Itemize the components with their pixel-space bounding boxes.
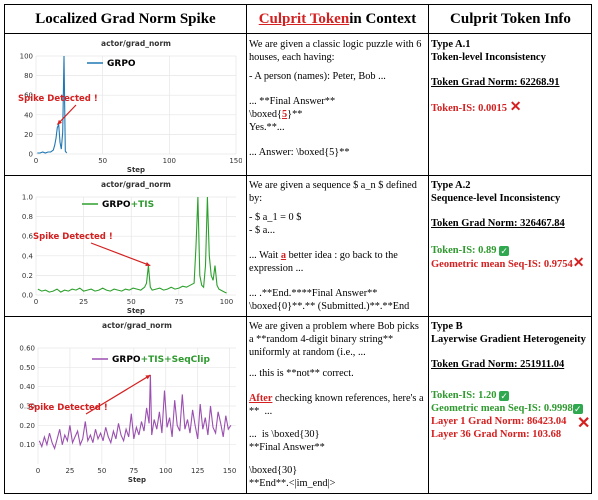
header-divider — [4, 33, 592, 34]
header-col3: Culprit Token Info — [450, 10, 571, 27]
header-culprit-token: Culprit Token — [258, 10, 350, 27]
y-tick-label: 0.50 — [19, 364, 35, 372]
y-tick-label: 0.40 — [19, 383, 35, 391]
context-row2: We are given a sequence $ a_n $ defined … — [249, 180, 420, 312]
info-row1: Type A.1 Token-level Inconsistency Token… — [431, 39, 560, 115]
culprit-token: a — [280, 250, 287, 261]
y-tick-label: 100 — [20, 53, 33, 61]
header-col2: Culprit Token in Context — [258, 10, 417, 27]
x-tick-label: 100 — [159, 467, 172, 475]
annotation-arrowhead — [145, 375, 151, 380]
x-tick-label: 150 — [223, 467, 236, 475]
chart-title: actor/grad_norm — [101, 180, 171, 189]
x-tick-label: 25 — [65, 467, 74, 475]
annotation-arrow — [90, 242, 151, 267]
y-tick-label: 80 — [24, 72, 33, 80]
y-tick-label: 0.60 — [19, 345, 35, 353]
x-axis-label: Step — [127, 307, 145, 315]
x-tick-label: 75 — [129, 467, 138, 475]
series-line — [37, 55, 68, 154]
x-tick-label: 75 — [174, 298, 183, 306]
chart-title: actor/grad_norm — [102, 321, 172, 330]
x-tick-label: 100 — [220, 298, 233, 306]
header-col1: Localized Grad Norm Spike — [35, 10, 216, 27]
col-divider-1 — [246, 4, 247, 494]
series-line — [37, 196, 227, 294]
check-icon: ✓ — [499, 246, 510, 256]
chart-grpo-tis: actor/grad_norm 0.0 0.2 0.4 0.6 0.8 1.0 0 25 50 75… — [22, 180, 236, 315]
x-tick-label: 25 — [79, 298, 88, 306]
y-tick-label: 0.6 — [22, 233, 34, 241]
table-border-top — [4, 4, 592, 5]
cross-icon: ✕ — [572, 256, 585, 271]
context-row3: We are given a problem where Bob picks a… — [249, 321, 424, 489]
chart-title: actor/grad_norm — [101, 39, 171, 48]
x-tick-label: 125 — [191, 467, 204, 475]
annotation-arrow — [56, 104, 77, 126]
y-tick-label: 20 — [24, 131, 33, 139]
spike-annotation: Spike Detected ! — [18, 94, 98, 104]
x-axis-label: Step — [127, 166, 145, 174]
y-tick-label: 0.0 — [22, 292, 33, 300]
y-tick-label: 1.0 — [22, 194, 33, 202]
x-tick-label: 50 — [98, 157, 107, 165]
table-border-right — [591, 4, 592, 494]
cross-icon: ✕ — [509, 100, 522, 115]
x-axis-label: Step — [128, 476, 146, 484]
x-tick-label: 0 — [34, 298, 38, 306]
series-line — [38, 375, 232, 451]
legend-label: GRPO+TIS+SeqClip — [112, 355, 210, 365]
y-tick-label: 0.8 — [22, 213, 33, 221]
chart-grpo: actor/grad_norm 0 20 40 60 80 100 0 50 100 150 Step… — [18, 39, 242, 174]
x-tick-label: 100 — [163, 157, 176, 165]
context-row1: We are given a classic logic puzzle with… — [249, 39, 425, 158]
spike-annotation: Spike Detected ! — [28, 403, 108, 413]
x-tick-label: 50 — [127, 298, 136, 306]
results-table — [4, 4, 592, 494]
y-tick-label: 0.20 — [19, 422, 35, 430]
check-icon: ✓ — [572, 404, 583, 414]
row-divider-1 — [4, 175, 592, 176]
annotation-arrow — [85, 374, 151, 415]
y-tick-label: 40 — [24, 111, 33, 119]
x-tick-label: 0 — [36, 467, 40, 475]
row-divider-2 — [4, 316, 592, 317]
legend-label: GRPO — [107, 59, 136, 69]
annotation-arrowhead — [57, 119, 63, 125]
annotation-arrowhead — [145, 261, 151, 267]
y-tick-label: 0.10 — [19, 441, 35, 449]
culprit-token: After — [249, 393, 273, 404]
x-tick-label: 150 — [229, 157, 242, 165]
spike-annotation: Spike Detected ! — [33, 232, 113, 242]
y-tick-label: 0.4 — [22, 252, 34, 260]
check-icon: ✓ — [499, 391, 510, 401]
chart-grpo-tis-seqclip: actor/grad_norm 0.10 0.20 0.30 0.40 0.50 0.60 0… — [19, 321, 236, 484]
info-row3: Type B Layerwise Gradient Heterogeneity … — [431, 321, 591, 440]
y-tick-label: 0.2 — [22, 272, 33, 280]
x-tick-label: 0 — [34, 157, 38, 165]
y-tick-label: 0.30 — [19, 403, 35, 411]
table-border-left — [4, 4, 5, 494]
legend-label: GRPO+TIS — [102, 200, 154, 210]
y-tick-label: 0 — [29, 151, 33, 159]
culprit-token: 5 — [281, 109, 288, 120]
x-tick-label: 50 — [97, 467, 106, 475]
col-divider-2 — [428, 4, 429, 494]
y-tick-label: 60 — [24, 92, 33, 100]
table-border-bottom — [4, 493, 592, 494]
cross-icon: ✕ — [577, 415, 591, 432]
info-row2: Type A.2 Sequence-level Inconsistency To… — [431, 180, 585, 271]
